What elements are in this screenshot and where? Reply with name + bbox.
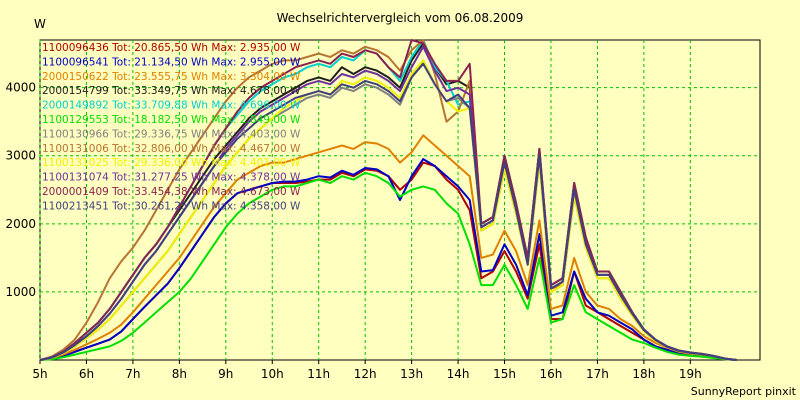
x-tick-label: 11h	[307, 367, 330, 381]
legend-entry: 1100129553 Tot: 18.182,50 Wh Max: 2.849,…	[42, 114, 301, 126]
x-tick-label: 18h	[632, 367, 655, 381]
x-tick-label: 15h	[493, 367, 516, 381]
x-tick-label: 9h	[218, 367, 233, 381]
legend-entry: 2000154799 Tot: 33.349,75 Wh Max: 4.678,…	[42, 85, 301, 97]
y-tick-label: 4000	[5, 81, 36, 95]
x-tick-label: 16h	[540, 367, 563, 381]
legend-entry: 2000149892 Tot: 33.709,88 Wh Max: 4.696,…	[42, 100, 301, 112]
y-axis-unit: W	[34, 17, 46, 31]
tick-labels: 1000 2000 3000 4000 5h 6h 7h 8h 9h 10h 11h 12h 13h 14…	[5, 81, 701, 381]
x-tick-label: 7h	[125, 367, 140, 381]
series-line	[39, 62, 737, 361]
series-line	[39, 158, 737, 361]
chart-title: Wechselrichtervergleich vom 06.08.2009	[277, 11, 524, 25]
series-line	[39, 39, 737, 361]
legend-entry: 1100131006 Tot: 32.806,00 Wh Max: 4.467,…	[42, 143, 301, 155]
x-tick-label: 13h	[400, 367, 423, 381]
series-line	[39, 134, 737, 361]
legend-entry: 1100131074 Tot: 31.277,25 Wh Max: 4.378,…	[42, 172, 301, 184]
legend-entry: 1100130966 Tot: 29.336,75 Wh Max: 4.403,…	[42, 128, 301, 140]
y-tick-label: 1000	[5, 285, 36, 299]
x-tick-label: 17h	[586, 367, 609, 381]
legend-entry: 1100096436 Tot: 20.865,50 Wh Max: 2.935,…	[42, 42, 301, 54]
legend-entry: 2000001409 Tot: 33.454,38 Wh Max: 4.673,…	[42, 186, 301, 198]
x-tick-label: 19h	[679, 367, 702, 381]
x-tick-label: 10h	[261, 367, 284, 381]
x-tick-label: 12h	[354, 367, 377, 381]
series-line	[39, 171, 737, 361]
x-tick-label: 14h	[447, 367, 470, 381]
x-tick-label: 5h	[32, 367, 47, 381]
y-tick-label: 3000	[5, 149, 36, 163]
legend-entry: 1100096541 Tot: 21.134,50 Wh Max: 2.955,…	[42, 56, 301, 68]
legend-entry: 2000150622 Tot: 23.555,75 Wh Max: 3.304,…	[42, 71, 301, 83]
series-layer	[39, 39, 737, 361]
legend-entry: 1100131025 Tot: 29.336,00 Wh Max: 4.401,…	[42, 157, 301, 169]
footer-credit: SunnyReport pinxit	[691, 385, 797, 398]
series-line	[39, 59, 737, 361]
x-tick-label: 8h	[172, 367, 187, 381]
legend-entry: 1100213451 Tot: 30.261,25 Wh Max: 4.358,…	[42, 200, 301, 212]
x-tick-label: 6h	[79, 367, 94, 381]
y-tick-label: 2000	[5, 217, 36, 231]
legend: 1100096436 Tot: 20.865,50 Wh Max: 2.935,…	[42, 42, 301, 212]
